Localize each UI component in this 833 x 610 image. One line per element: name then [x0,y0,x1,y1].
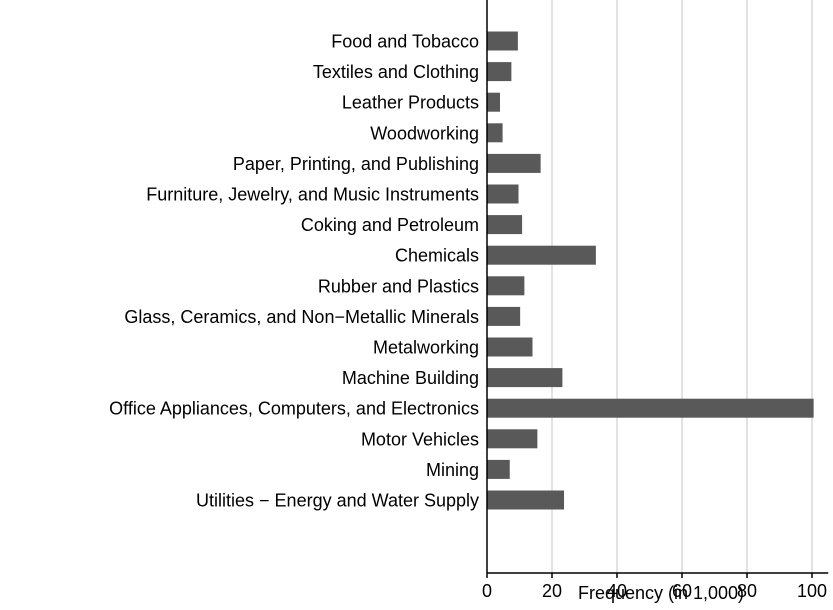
bar-13 [487,429,538,449]
category-label-2: Leather Products [342,93,479,113]
bar-4 [487,153,541,173]
bar-10 [487,337,533,357]
gridlines [551,0,813,573]
x-tick-label-0: 0 [482,581,492,601]
bar-8 [487,276,525,296]
bar-12 [487,398,814,418]
axes [486,0,829,578]
category-label-4: Paper, Printing, and Publishing [233,154,479,174]
category-label-8: Rubber and Plastics [318,276,479,296]
x-tick-label-100: 100 [797,581,827,601]
bar-7 [487,245,596,265]
category-label-14: Mining [426,460,479,480]
bar-1 [487,62,512,82]
x-tick-label-40: 40 [607,581,627,601]
category-label-15: Utilities − Energy and Water Supply [196,491,479,511]
category-label-13: Motor Vehicles [361,429,479,449]
bar-5 [487,184,519,204]
x-tick-label-80: 80 [737,581,757,601]
category-label-10: Metalworking [373,338,479,358]
category-label-1: Textiles and Clothing [313,62,479,82]
bar-0 [487,31,518,51]
x-tick-labels: 0 20 40 60 80 100 [482,581,827,601]
bar-14 [487,459,510,479]
x-axis-title: Frequency (in 1,000) [578,583,744,603]
category-label-5: Furniture, Jewelry, and Music Instrument… [146,185,479,205]
bar-6 [487,215,523,235]
bar-9 [487,306,521,326]
category-label-7: Chemicals [395,246,479,266]
category-label-12: Office Appliances, Computers, and Electr… [109,399,479,419]
category-label-11: Machine Building [342,368,479,388]
x-tick-label-20: 20 [542,581,562,601]
category-label-0: Food and Tobacco [331,32,479,52]
category-label-3: Woodworking [370,123,479,143]
category-label-9: Glass, Ceramics, and Non−Metallic Minera… [124,307,479,327]
bar-3 [487,123,503,143]
bars [487,31,814,510]
bar-2 [487,92,500,112]
bar-15 [487,490,565,510]
x-tick-label-60: 60 [672,581,692,601]
category-label-6: Coking and Petroleum [301,215,479,235]
bar-11 [487,368,563,388]
category-labels: Food and Tobacco Textiles and Clothing Lea… [109,32,479,511]
